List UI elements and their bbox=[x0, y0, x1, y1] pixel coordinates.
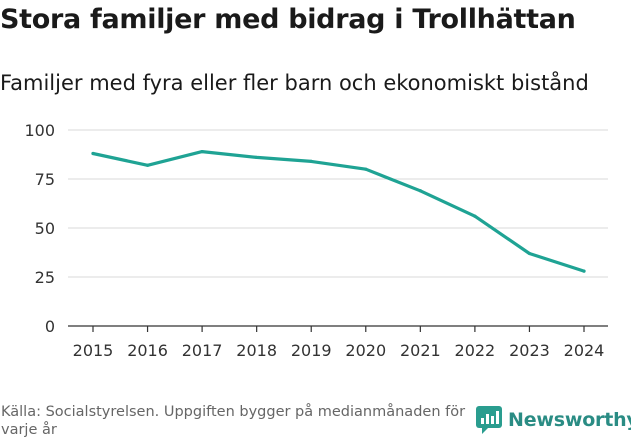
line-chart: 0 25 50 75 100 2015 2016 2017 2018 2019 2020 2021 2… bbox=[24, 121, 608, 360]
x-tick-label: 2018 bbox=[236, 341, 277, 360]
x-tick-label: 2022 bbox=[455, 341, 496, 360]
y-tick-label: 100 bbox=[24, 121, 55, 140]
data-point bbox=[309, 159, 313, 163]
y-tick-label: 25 bbox=[35, 268, 55, 287]
data-point bbox=[527, 251, 532, 256]
x-tick-label: 2021 bbox=[400, 341, 441, 360]
chart-subtitle: Familjer med fyra eller fler barn och ek… bbox=[0, 71, 589, 95]
brand-logo[interactable]: Newsworthy bbox=[476, 406, 631, 434]
y-tick-label: 0 bbox=[45, 317, 55, 336]
newsworthy-logo-icon bbox=[476, 406, 502, 434]
x-tick-label: 2016 bbox=[127, 341, 168, 360]
data-point bbox=[200, 149, 204, 154]
x-tick-label: 2015 bbox=[73, 341, 114, 360]
data-point bbox=[364, 167, 368, 171]
x-tick-label: 2017 bbox=[182, 341, 223, 360]
x-tick-label: 2019 bbox=[291, 341, 332, 360]
chart-title: Stora familjer med bidrag i Trollhättan bbox=[0, 4, 576, 35]
data-point bbox=[418, 189, 422, 193]
data-point bbox=[145, 163, 150, 167]
x-tick-label: 2024 bbox=[564, 341, 605, 360]
y-tick-label: 75 bbox=[35, 170, 55, 189]
source-note: Källa: Socialstyrelsen. Uppgiften bygger… bbox=[1, 404, 466, 438]
brand-name: Newsworthy bbox=[508, 409, 631, 431]
data-point bbox=[91, 151, 95, 156]
series-line bbox=[91, 150, 586, 273]
x-tick-label: 2023 bbox=[509, 341, 550, 360]
data-point bbox=[255, 155, 259, 160]
data-point bbox=[473, 214, 477, 218]
y-tick-label: 50 bbox=[35, 219, 55, 238]
x-tick-label: 2020 bbox=[345, 341, 386, 360]
data-point bbox=[582, 269, 586, 273]
